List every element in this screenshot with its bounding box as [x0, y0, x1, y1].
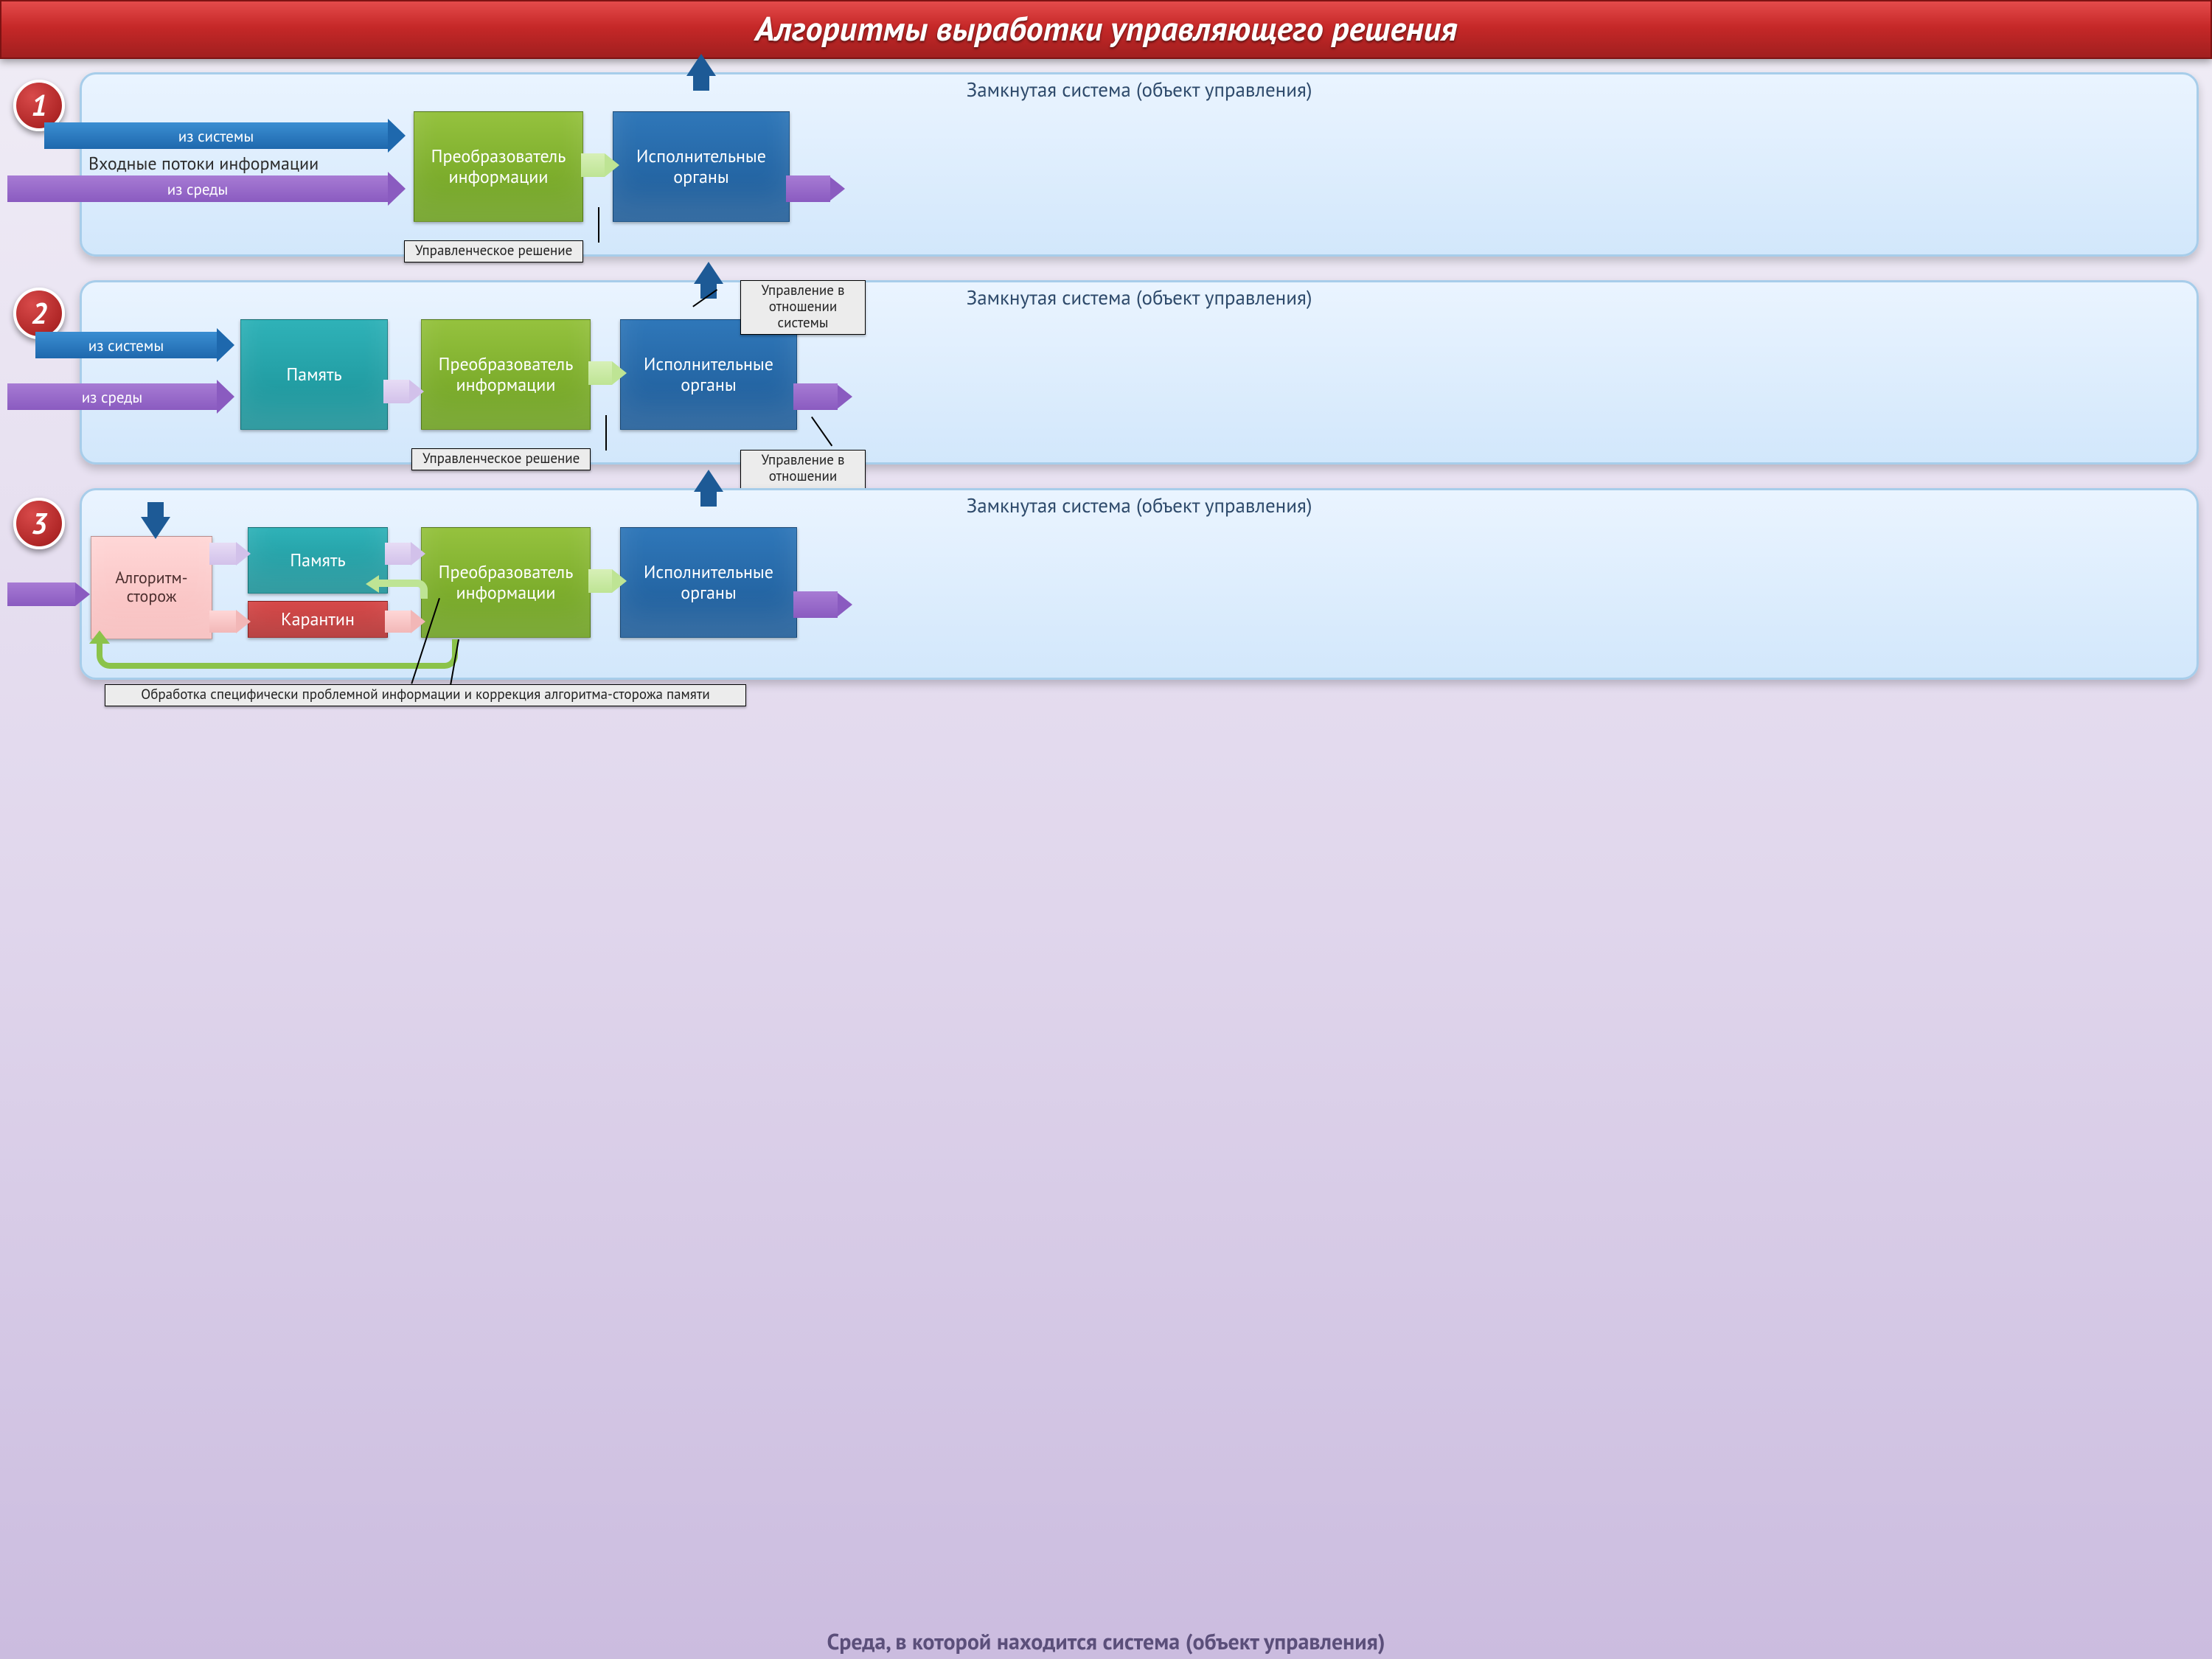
panel-3-title: Замкнутая система (объект управления)	[82, 490, 2197, 518]
block-quarantine: Карантин	[248, 601, 388, 638]
page-title: Алгоритмы выработки управляющего решения	[9, 6, 2203, 50]
arrow-quar-to-trans	[385, 611, 425, 633]
block-executive-2: Исполнительные органы	[620, 319, 797, 430]
arrow-trans-back-mem-head	[366, 575, 379, 593]
arrow-from-system-2: из системы	[35, 332, 234, 358]
leader-decision-2	[605, 415, 607, 451]
arrow-down-guard	[141, 517, 170, 539]
block-transformer-3: Преобразователь информации	[421, 527, 591, 638]
callout-processing: Обработка специфически проблемной информ…	[105, 684, 746, 706]
panel-1-title: Замкнутая система (объект управления)	[82, 74, 2197, 102]
arrow-guard-to-mem	[209, 543, 251, 565]
arrow-in-guard	[7, 582, 90, 606]
block-executive-1: Исполнительные органы	[613, 111, 790, 222]
block-transformer-2: Преобразователь информации	[421, 319, 591, 430]
arrow-from-system-2-label: из системы	[88, 335, 164, 355]
arrow-up-1	[686, 54, 716, 76]
callout-decision-2: Управленческое решение	[411, 448, 591, 470]
leader-decision-1	[598, 207, 599, 243]
arrow-up-2	[694, 262, 723, 284]
arrow-mem-to-trans-2	[383, 380, 424, 403]
badge-3: 3	[13, 498, 65, 549]
arrow-from-system-1-label: из системы	[178, 126, 254, 146]
panel-1: Замкнутая система (объект управления) Пр…	[80, 72, 2199, 257]
arrow-to-exec-2	[588, 361, 627, 385]
title-bar: Алгоритмы выработки управляющего решения	[0, 0, 2212, 59]
arrow-trans-back-mem	[376, 580, 428, 599]
arrow-guard-to-quar	[209, 611, 251, 633]
feedback-head-left	[89, 630, 110, 644]
arrow-from-system-1: из системы	[44, 122, 406, 149]
callout-ctrl-system: Управление в отношении системы	[740, 280, 866, 335]
block-guard: Алгоритм-сторож	[91, 536, 212, 639]
arrow-from-env-2-label: из среды	[82, 387, 143, 407]
block-memory-2: Память	[240, 319, 388, 430]
arrow-to-exec-3	[588, 569, 627, 593]
arrow-out-env-3	[793, 591, 852, 618]
arrow-to-exec-1	[581, 153, 619, 177]
panel-2-title: Замкнутая система (объект управления)	[82, 282, 2197, 310]
arrow-out-env-1	[786, 175, 845, 202]
diagram-canvas: 1 2 3 Замкнутая система (объект управлен…	[0, 59, 2212, 1659]
arrow-mem-to-trans-3	[385, 543, 425, 565]
arrow-up-3	[694, 470, 723, 492]
arrow-from-env-1-label: из среды	[167, 179, 229, 199]
label-inflows-1: Входные потоки информации	[88, 152, 319, 175]
arrow-out-env-2	[793, 383, 852, 410]
footer-caption: Среда, в которой находится система (объе…	[0, 1627, 2212, 1656]
panel-2: Замкнутая система (объект управления) Па…	[80, 280, 2199, 465]
arrow-from-env-2: из среды	[7, 383, 234, 410]
feedback-u-path	[97, 639, 458, 669]
callout-decision-1: Управленческое решение	[404, 240, 583, 262]
block-executive-3: Исполнительные органы	[620, 527, 797, 638]
arrow-from-env-1: из среды	[7, 175, 406, 202]
block-transformer-1: Преобразователь информации	[414, 111, 583, 222]
